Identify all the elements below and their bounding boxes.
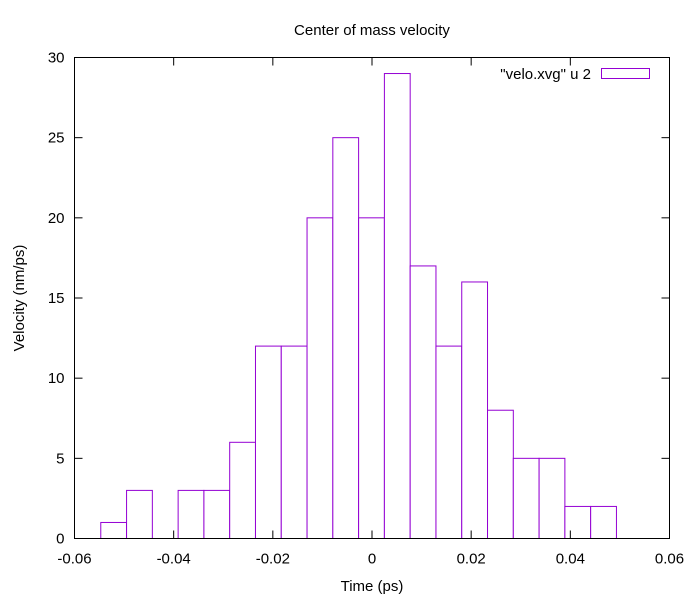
chart-title: Center of mass velocity	[294, 22, 450, 39]
x-tick-label: 0.06	[655, 551, 684, 568]
y-tick-label: 30	[48, 50, 65, 67]
bar	[126, 489, 153, 539]
bar	[358, 217, 385, 539]
y-tick-label: 0	[56, 531, 64, 548]
y-tick-label: 5	[56, 450, 64, 467]
bar	[435, 345, 463, 539]
bar	[590, 505, 617, 539]
x-tick-label: -0.04	[157, 551, 191, 568]
bar	[461, 281, 489, 539]
ticks-group: -0.06 -0.04 -0.02 0 0.02 0.04 0.06 0 5 10 15 20 25 30	[48, 50, 684, 568]
bar	[564, 505, 592, 539]
x-axis-label: Time (ps)	[341, 578, 404, 595]
bar	[203, 489, 231, 539]
x-tick-label: -0.02	[256, 551, 290, 568]
x-tick-label: 0	[368, 551, 376, 568]
x-tick-label: 0.04	[556, 551, 585, 568]
bar	[409, 265, 437, 539]
bar	[177, 489, 205, 539]
bar	[100, 521, 128, 540]
x-tick-label: 0.02	[457, 551, 486, 568]
bar	[280, 345, 308, 539]
bar	[332, 137, 360, 540]
bar	[538, 457, 566, 540]
y-tick-label: 15	[48, 290, 65, 307]
bar	[306, 217, 334, 539]
legend-swatch	[601, 68, 650, 79]
plot-frame	[74, 57, 670, 539]
y-tick-label: 10	[48, 370, 65, 387]
legend: "velo.xvg" u 2	[500, 66, 650, 83]
y-axis-label: Velocity (nm/ps)	[11, 245, 28, 352]
bar	[487, 409, 514, 539]
x-tick-label: -0.06	[57, 551, 91, 568]
bars-group	[100, 73, 617, 540]
y-tick-label: 20	[48, 210, 65, 227]
bar	[512, 457, 540, 540]
bar	[229, 441, 256, 539]
bar	[254, 345, 282, 539]
y-tick-label: 25	[48, 130, 65, 147]
legend-label: "velo.xvg" u 2	[500, 66, 591, 83]
bar	[383, 73, 411, 540]
